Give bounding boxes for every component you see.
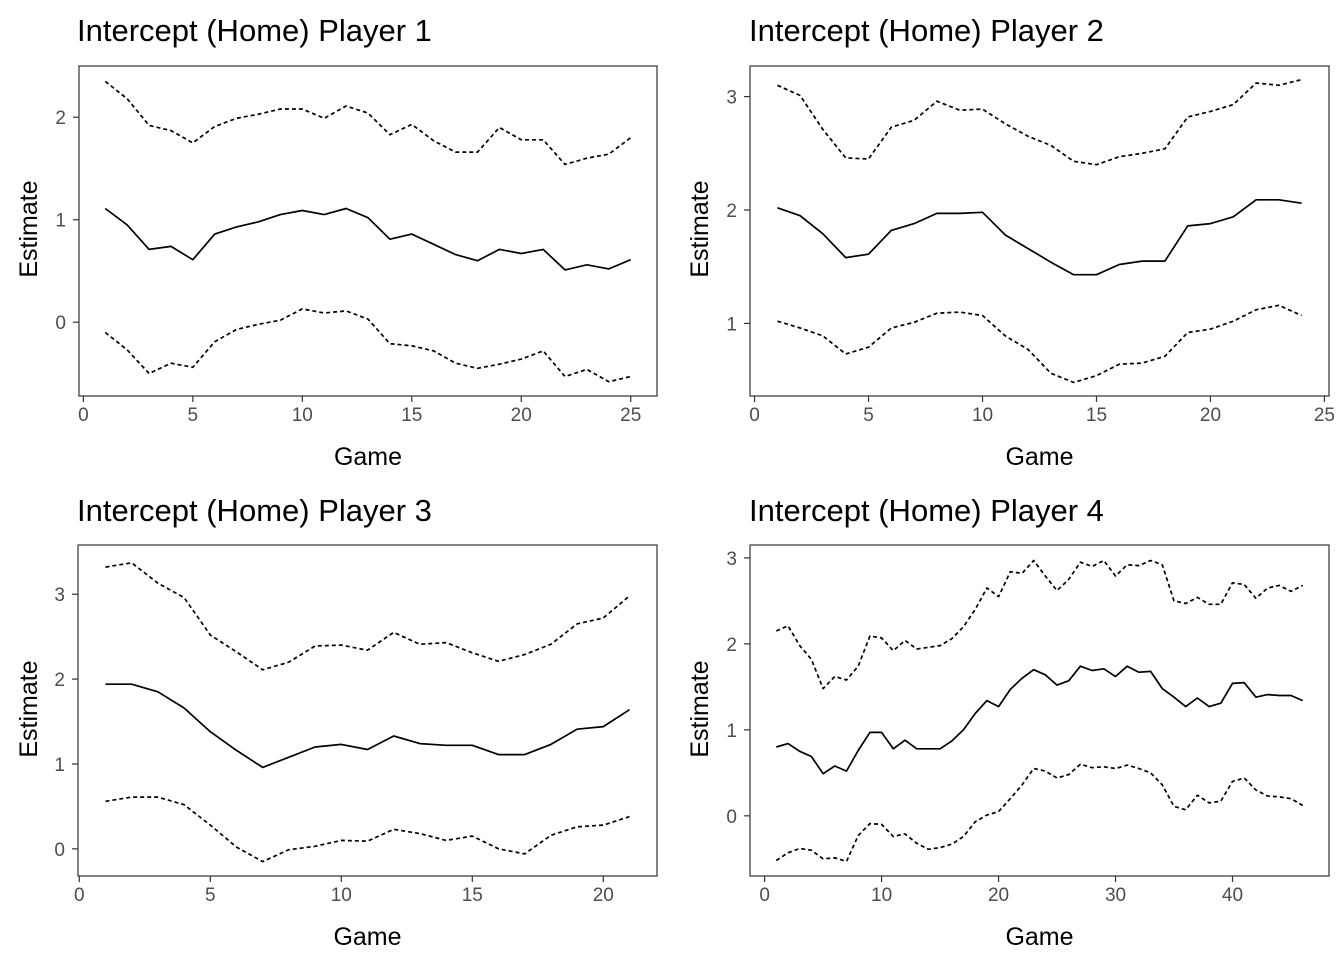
chart-panel-1: Intercept (Home) Player 1 0 5 10 15 20 25 0 1 2 Ga… [15,13,658,471]
y-tick-label: 0 [726,807,737,828]
x-tick-label: 0 [78,405,89,426]
y-axis-title: Estimate [686,660,714,757]
estimate-line [105,683,630,769]
x-tick-label: 0 [749,405,760,426]
x-tick-label: 5 [188,405,199,426]
y-axis-title: Estimate [15,660,43,757]
upper-bound-line [104,80,632,166]
x-tick-label: 10 [972,405,993,426]
x-tick-label: 10 [331,885,352,906]
x-tick-label: 0 [74,885,85,906]
chart-panel-3: Intercept (Home) Player 3 0 5 10 15 20 0 1 2 3 Gam… [15,493,658,951]
lower-bound-line [777,304,1302,384]
x-tick-label: 20 [1200,405,1221,426]
estimate-line [777,198,1302,276]
chart-title: Intercept (Home) Player 4 [749,493,1104,528]
y-axis-title: Estimate [686,180,714,277]
x-tick-label: 20 [511,405,532,426]
y-axis-title: Estimate [15,180,43,277]
estimate-line [776,665,1304,775]
x-tick-label: 40 [1222,885,1243,906]
y-tick-label: 1 [726,314,737,335]
y-tick-label: 3 [726,88,737,109]
y-tick-label: 2 [54,670,65,691]
y-tick-label: 1 [55,211,66,232]
chart-panel-4: Intercept (Home) Player 4 0 10 20 30 40 0 1 2 3 Ga… [686,493,1330,951]
x-tick-label: 5 [863,405,874,426]
y-tick-label: 0 [55,313,66,334]
x-tick-label: 15 [462,885,483,906]
chart-title: Intercept (Home) Player 3 [77,493,432,528]
lower-bound-line [105,796,630,863]
x-tick-label: 25 [620,405,641,426]
y-tick-label: 1 [726,721,737,742]
chart-panel-2: Intercept (Home) Player 2 0 5 10 15 20 25 1 2 3 Ga… [686,13,1335,471]
y-tick-label: 2 [726,635,737,656]
lower-bound-line [104,308,631,383]
upper-bound-line [777,78,1302,166]
y-tick-label: 1 [54,755,65,776]
panel-border [749,65,1330,397]
upper-bound-line [775,559,1304,690]
y-tick-label: 3 [54,585,65,606]
y-tick-label: 0 [54,840,65,861]
panel-border [78,65,658,397]
x-tick-label: 15 [1086,405,1107,426]
y-tick-label: 2 [55,108,66,129]
x-tick-label: 0 [759,885,770,906]
x-tick-label: 20 [593,885,614,906]
x-tick-label: 5 [205,885,216,906]
x-tick-label: 30 [1105,885,1126,906]
x-tick-label: 20 [988,885,1009,906]
x-axis-title: Game [1005,443,1073,471]
y-tick-label: 3 [726,549,737,570]
x-tick-label: 10 [292,405,313,426]
x-tick-label: 25 [1314,405,1335,426]
x-axis-title: Game [334,443,402,471]
estimate-line [104,207,632,271]
x-axis-title: Game [333,923,401,951]
chart-title: Intercept (Home) Player 1 [77,13,432,48]
chart-title: Intercept (Home) Player 2 [749,13,1104,48]
lower-bound-line [775,763,1304,863]
panel-border [749,544,1330,877]
x-axis-title: Game [1005,923,1073,951]
x-tick-label: 15 [401,405,422,426]
upper-bound-line [105,561,631,671]
x-tick-label: 10 [871,885,892,906]
panel-border [77,544,658,877]
y-tick-label: 2 [726,201,737,222]
